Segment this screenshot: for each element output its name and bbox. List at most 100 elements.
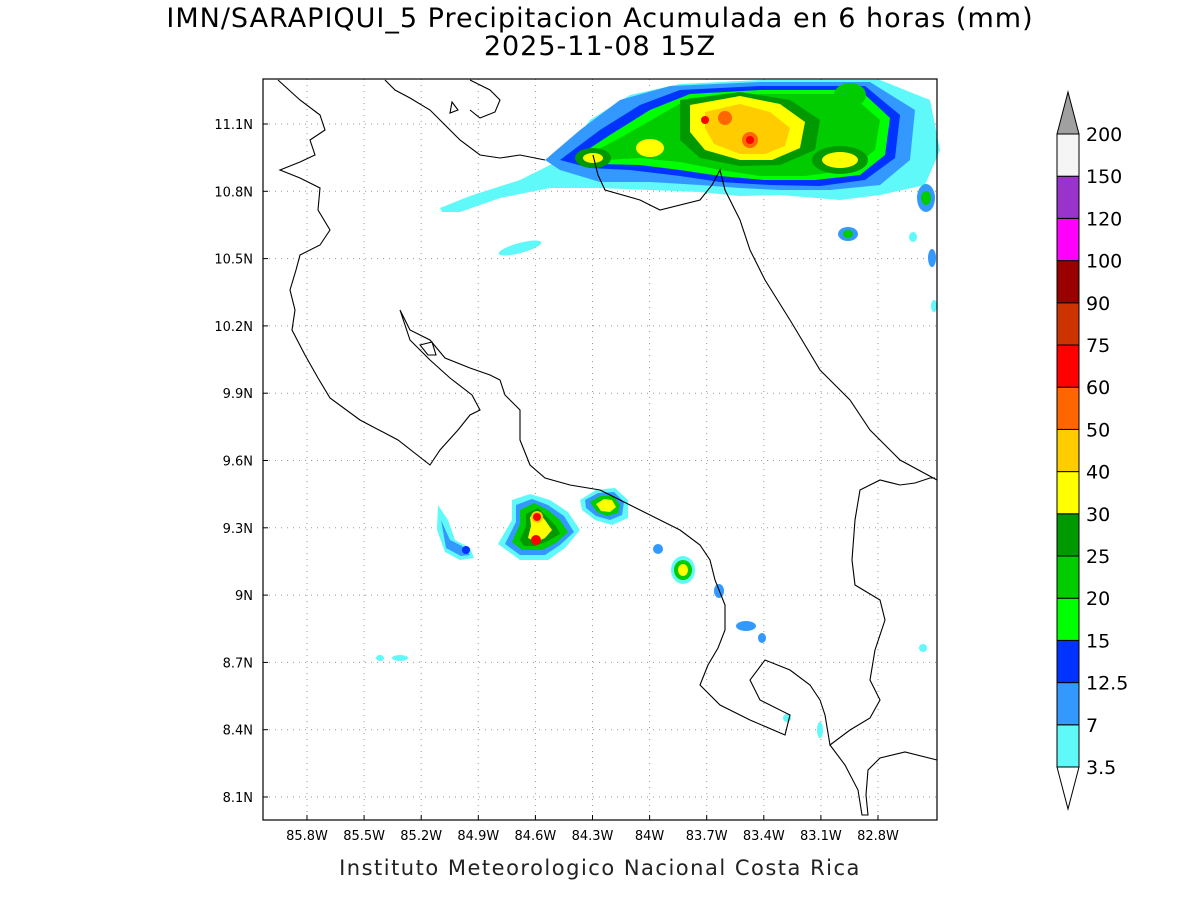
colorbar-segment bbox=[1056, 428, 1080, 473]
lat-tick-label: 11.1N bbox=[214, 118, 253, 133]
colorbar-segment bbox=[1056, 513, 1080, 557]
precip-area-12-5 bbox=[462, 546, 470, 554]
lon-tick-label: 85.5W bbox=[343, 829, 385, 844]
precip-cell bbox=[653, 544, 663, 554]
colorbar-label: 60 bbox=[1086, 377, 1110, 399]
lon-tick-label: 83.1W bbox=[800, 829, 842, 844]
colorbar: 3.5 7 12.5 15 20 25 30 40 50 60 75 90 100 120 150 200 bbox=[1056, 90, 1128, 811]
island bbox=[419, 341, 437, 356]
colorbar-label: 120 bbox=[1086, 208, 1122, 230]
precip-cell-core bbox=[921, 191, 931, 205]
coastline bbox=[277, 79, 935, 746]
precip-cell-core bbox=[583, 153, 603, 163]
precip-core-50 bbox=[718, 111, 732, 125]
lon-tick-label: 84W bbox=[635, 829, 665, 844]
precip-cell bbox=[758, 633, 766, 643]
border-panama bbox=[829, 744, 938, 816]
colorbar-label: 15 bbox=[1086, 630, 1110, 652]
precip-area-30 bbox=[596, 499, 616, 512]
colorbar-label: 30 bbox=[1086, 504, 1110, 526]
colorbar-label: 20 bbox=[1086, 588, 1110, 610]
colorbar-segment bbox=[1056, 344, 1080, 388]
colorbar-label: 40 bbox=[1086, 462, 1110, 484]
lon-tick-label: 83.4W bbox=[743, 829, 785, 844]
precip-core-60 bbox=[533, 513, 541, 521]
lat-tick-label: 9.6N bbox=[223, 455, 253, 470]
lake-shore bbox=[469, 79, 501, 119]
colorbar-segment bbox=[1056, 302, 1080, 346]
lat-tick-label: 10.2N bbox=[214, 320, 253, 335]
lat-tick-label: 8.1N bbox=[223, 791, 253, 806]
lat-tick-label: 10.8N bbox=[214, 185, 253, 200]
lat-tick-label: 9.3N bbox=[223, 522, 253, 537]
colorbar-bottom-arrow bbox=[1056, 766, 1080, 811]
lon-tick-label: 84.3W bbox=[572, 829, 614, 844]
colorbar-label: 50 bbox=[1086, 419, 1110, 441]
map-plot-area bbox=[262, 78, 940, 821]
lat-tick-label: 10.5N bbox=[214, 253, 253, 268]
precip-core-60 bbox=[531, 535, 541, 545]
lon-tick-label: 84.6W bbox=[514, 829, 556, 844]
precip-cell bbox=[834, 83, 866, 107]
colorbar-segment bbox=[1056, 682, 1080, 726]
lake-shore bbox=[384, 79, 546, 161]
longitude-axis: 85.8W 85.5W 85.2W 84.9W 84.6W 84.3W 84W 83.7W 83… bbox=[286, 815, 899, 844]
colorbar-label: 12.5 bbox=[1086, 673, 1128, 695]
colorbar-label: 90 bbox=[1086, 293, 1110, 315]
precip-core-60 bbox=[746, 136, 754, 144]
colorbar-segment bbox=[1056, 724, 1080, 768]
island bbox=[449, 100, 459, 114]
precip-cell-core bbox=[843, 230, 853, 238]
precip-cell bbox=[498, 240, 542, 256]
precip-cluster-central bbox=[376, 488, 927, 738]
precipitation-field bbox=[376, 80, 940, 738]
colorbar-segment bbox=[1056, 639, 1080, 684]
precip-cell bbox=[736, 621, 756, 631]
colorbar-segment bbox=[1056, 217, 1080, 262]
lat-tick-label: 9.9N bbox=[223, 387, 253, 402]
colorbar-label: 25 bbox=[1086, 546, 1110, 568]
colorbar-segment bbox=[1056, 133, 1080, 177]
colorbar-segment bbox=[1056, 386, 1080, 430]
precip-cell-core bbox=[636, 139, 664, 157]
coastline-borders bbox=[277, 79, 938, 816]
lat-tick-label: 8.4N bbox=[223, 724, 253, 739]
precip-core-60 bbox=[701, 116, 709, 124]
precip-cell bbox=[931, 300, 937, 312]
precip-cell bbox=[919, 644, 927, 652]
footer-credit: Instituto Meteorologico Nacional Costa R… bbox=[339, 856, 861, 880]
coastline-caribbean bbox=[592, 154, 938, 481]
colorbar-label: 150 bbox=[1086, 166, 1122, 188]
precip-cell bbox=[928, 249, 936, 267]
colorbar-label: 75 bbox=[1086, 335, 1110, 357]
map-background bbox=[263, 79, 937, 820]
colorbar-segment bbox=[1056, 175, 1080, 219]
map-title: IMN/SARAPIQUI_5 Precipitacion Acumulada … bbox=[166, 3, 1034, 34]
colorbar-segment bbox=[1056, 471, 1080, 515]
colorbar-segment bbox=[1056, 555, 1080, 599]
lat-tick-label: 8.7N bbox=[223, 656, 253, 671]
lon-tick-label: 83.7W bbox=[686, 829, 728, 844]
colorbar-segment bbox=[1056, 597, 1080, 641]
lat-tick-label: 9N bbox=[235, 589, 253, 604]
precip-cell-core bbox=[822, 152, 858, 168]
lon-tick-label: 85.2W bbox=[400, 829, 442, 844]
precip-area-30 bbox=[678, 564, 688, 576]
colorbar-label: 3.5 bbox=[1086, 757, 1116, 779]
map-datetime: 2025-11-08 15Z bbox=[483, 31, 717, 62]
lon-tick-label: 85.8W bbox=[286, 829, 328, 844]
colorbar-label: 7 bbox=[1086, 715, 1098, 737]
latitude-axis: 11.1N 10.8N 10.5N 10.2N 9.9N 9.6N 9.3N 9N 8.7N 8.… bbox=[214, 118, 268, 806]
precip-cluster-north bbox=[440, 80, 940, 312]
lon-tick-label: 82.8W bbox=[857, 829, 899, 844]
precip-cell bbox=[909, 232, 917, 242]
colorbar-segment bbox=[1056, 260, 1080, 304]
colorbar-top-arrow bbox=[1056, 90, 1080, 135]
colorbar-label: 100 bbox=[1086, 251, 1122, 273]
precip-cell bbox=[376, 655, 384, 661]
precip-cell bbox=[817, 722, 823, 738]
colorbar-label: 200 bbox=[1086, 124, 1122, 146]
map-frame bbox=[262, 78, 938, 821]
lon-tick-label: 84.9W bbox=[457, 829, 499, 844]
